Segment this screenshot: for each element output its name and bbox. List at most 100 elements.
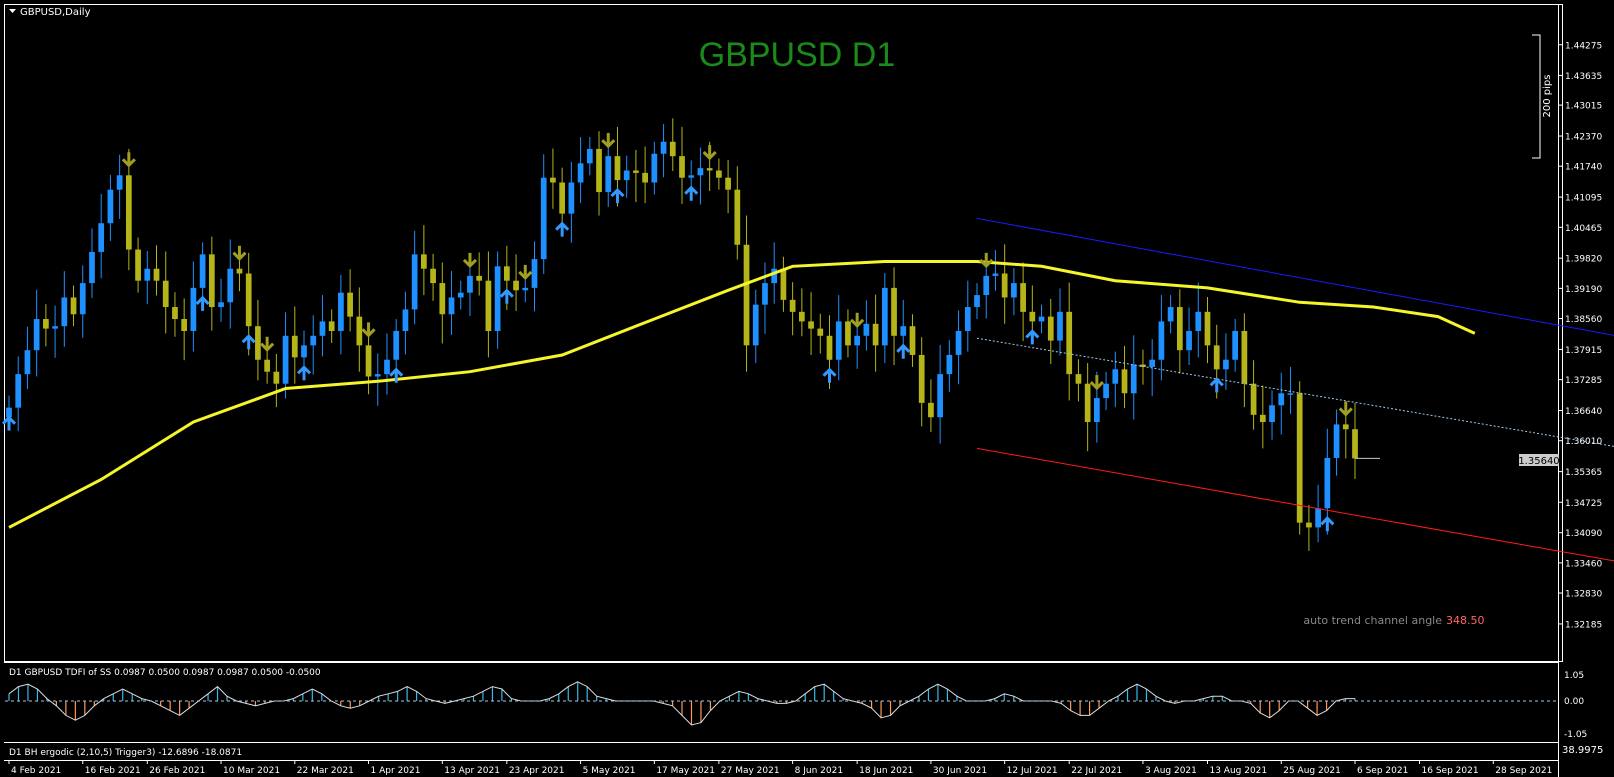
candle-body-118	[1094, 398, 1100, 423]
buy-arrow-icon	[241, 334, 256, 350]
candle-body-125	[1158, 321, 1165, 360]
candle-body-121	[1121, 369, 1128, 394]
candle-body-47	[439, 283, 446, 315]
window-title: GBPUSD,Daily	[20, 7, 91, 18]
candle-body-48	[448, 297, 455, 315]
buy-arrow-icon	[822, 367, 837, 383]
candle-body-89	[826, 335, 833, 360]
buy-arrow-icon	[896, 343, 911, 359]
candle-body-9	[89, 251, 95, 284]
buy-arrow-icon	[684, 185, 699, 201]
candle-body-133	[1232, 331, 1239, 360]
candle-body-2	[24, 350, 31, 375]
candle-body-87	[808, 321, 814, 329]
x-tick-label-7: 23 Apr 2021	[509, 766, 565, 776]
candle-body-12	[116, 175, 123, 190]
candle-body-102	[946, 354, 953, 375]
sell-arrow-icon	[702, 145, 717, 161]
x-tick-label-4: 22 Mar 2021	[297, 766, 354, 776]
candle-body-105	[974, 295, 980, 308]
y-tick-label-0: 1.44275	[1565, 41, 1602, 51]
tdfi-line	[8, 681, 1355, 726]
candle-body-56	[522, 287, 529, 291]
candle-body-4	[43, 319, 49, 329]
candle-body-104	[964, 307, 971, 331]
candle-body-139	[1287, 393, 1294, 395]
candle-body-114	[1057, 311, 1063, 341]
candle-body-69	[642, 172, 648, 183]
candle-body-76	[706, 168, 713, 171]
candle-body-5	[52, 326, 58, 329]
candle-body-55	[513, 280, 519, 291]
candle-body-13	[125, 175, 132, 250]
candle-body-71	[660, 141, 667, 154]
tdfi-label: D1 GBPUSD TDFI of SS 0.0987 0.0500 0.098…	[9, 668, 321, 678]
candle-body-3	[33, 319, 40, 351]
candle-body-135	[1250, 383, 1257, 415]
x-tick-label-2: 26 Feb 2021	[149, 766, 205, 776]
candle-body-123	[1140, 364, 1146, 367]
y-tick-label-2: 1.43015	[1565, 102, 1602, 112]
candle-body-39	[365, 345, 372, 377]
candle-body-43	[402, 309, 409, 331]
candle-body-132	[1223, 359, 1229, 370]
candle-body-42	[393, 331, 400, 360]
candle-body-146	[1352, 429, 1358, 459]
ergodic-tick: 38.9975	[1562, 745, 1603, 756]
candle-body-145	[1342, 424, 1349, 430]
candle-body-78	[725, 177, 731, 190]
candle-body-41	[384, 359, 390, 375]
candle-body-33	[310, 335, 317, 346]
window-menu-triangle-icon[interactable]	[9, 9, 16, 13]
candle-body-19	[181, 319, 188, 331]
candle-body-142	[1315, 508, 1321, 528]
candle-body-95	[881, 287, 888, 346]
candle-body-6	[61, 297, 68, 327]
candle-body-115	[1066, 311, 1073, 375]
y-tick-label-7: 1.39820	[1565, 255, 1602, 265]
candle-body-44	[411, 254, 418, 310]
candle-body-66	[614, 156, 621, 181]
candle-body-40	[374, 374, 381, 377]
candle-body-94	[872, 323, 879, 346]
candle-body-137	[1269, 405, 1275, 423]
candle-body-65	[605, 156, 612, 193]
y-axis-ticks: 1.44275 1.43635 1.43015 1.42370 1.41740 1.410…	[1558, 41, 1602, 630]
candle-body-107	[992, 273, 999, 276]
buy-arrow-icon	[610, 187, 625, 204]
x-axis-ticks: 4 Feb 2021 16 Feb 2021 26 Feb 2021 10 Mar 2…	[8, 760, 1552, 776]
signal-arrows	[1, 133, 1353, 532]
candle-body-81	[752, 304, 759, 346]
candle-body-98	[909, 326, 916, 355]
moving-average-line	[8, 260, 1476, 529]
candle-body-45	[421, 254, 427, 269]
current-price-value: 1.35640	[1518, 456, 1559, 467]
candle-body-46	[430, 268, 436, 284]
candle-body-35	[328, 321, 335, 331]
candle-body-124	[1149, 359, 1156, 367]
x-tick-label-8: 5 May 2021	[583, 766, 636, 776]
candle-body-127	[1176, 307, 1183, 351]
buy-arrow-icon	[1, 415, 17, 431]
tdfi-tick-bottom: -1.05	[1564, 730, 1587, 740]
x-tick-label-1: 16 Feb 2021	[85, 766, 141, 776]
candle-body-111	[1029, 311, 1036, 322]
candle-body-38	[356, 316, 363, 346]
candle-body-96	[891, 287, 897, 336]
candle-body-1	[15, 374, 22, 408]
current-price-tag	[1519, 454, 1559, 466]
candle-body-73	[679, 156, 685, 178]
candle-body-21	[199, 254, 206, 288]
x-tick-label-21: 28 Sep 2021	[1495, 766, 1552, 776]
sell-arrow-icon	[979, 252, 994, 269]
candle-body-136	[1259, 414, 1266, 423]
candle-body-60	[559, 182, 566, 214]
candle-body-29	[273, 371, 280, 384]
sell-arrow-icon	[601, 133, 616, 149]
buy-arrow-icon	[195, 295, 210, 311]
candle-body-24	[227, 268, 234, 303]
ergodic-label: D1 BH ergodic (2,10,5) Trigger3) -12.689…	[9, 748, 242, 758]
candle-body-25	[236, 268, 243, 274]
x-tick-label-5: 1 Apr 2021	[371, 766, 421, 776]
candle-body-27	[255, 326, 261, 360]
